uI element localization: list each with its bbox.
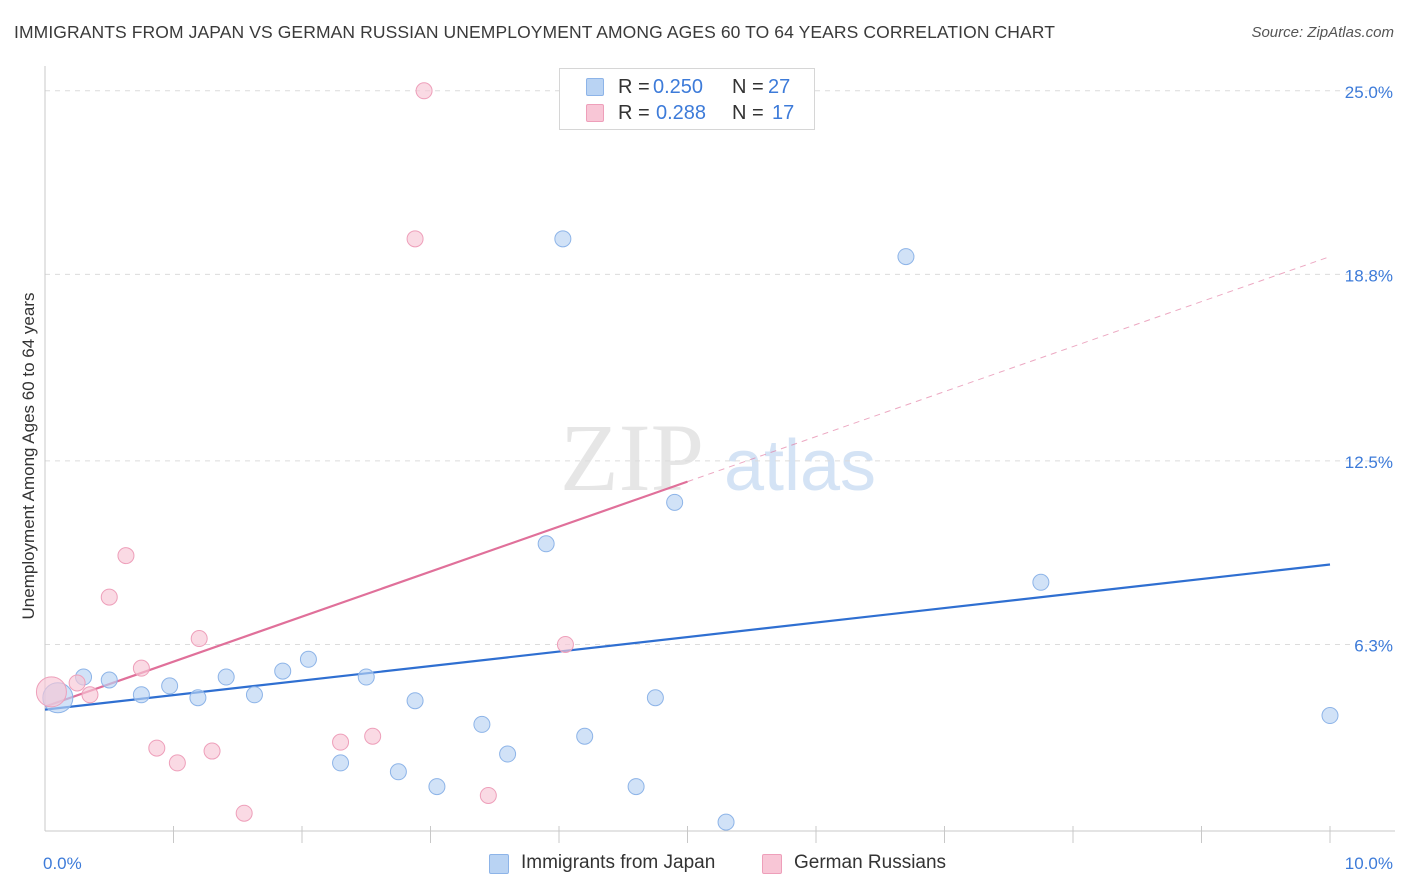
- trend-lines: [44, 256, 1331, 711]
- point-japan: [627, 778, 645, 796]
- source-label: Source: ZipAtlas.com: [1251, 24, 1394, 41]
- point-japan: [299, 650, 317, 668]
- point-german-russian: [235, 804, 253, 822]
- point-japan: [1321, 707, 1339, 725]
- point-german-russian: [68, 674, 86, 692]
- point-japan: [897, 248, 915, 266]
- point-japan: [666, 493, 684, 511]
- point-german-russian: [415, 82, 433, 100]
- point-german-russian: [332, 733, 350, 751]
- y-tick-label: 18.8%: [1345, 266, 1393, 285]
- point-japan: [473, 715, 491, 733]
- point-japan: [332, 754, 350, 772]
- legend-swatch-blue: [489, 854, 509, 874]
- y-tick-label: 6.3%: [1354, 636, 1393, 655]
- legend-n-value: 27: [768, 76, 791, 98]
- legend-n-label: N =: [732, 102, 764, 124]
- point-japan: [499, 745, 517, 763]
- x-tick-label-min: 0.0%: [43, 854, 82, 873]
- point-german-russian: [81, 686, 99, 704]
- point-japan: [428, 778, 446, 796]
- legend-label: German Russians: [794, 852, 947, 873]
- y-axis-label: Unemployment Among Ages 60 to 64 years: [19, 292, 38, 620]
- point-german-russian: [203, 742, 221, 760]
- point-german-russian: [100, 588, 118, 606]
- point-japan: [132, 686, 150, 704]
- tick-labels: 6.3% 12.5% 18.8% 25.0% 0.0% 10.0%: [43, 83, 1393, 873]
- legend-label: Immigrants from Japan: [521, 852, 716, 873]
- point-german-russian: [148, 739, 166, 757]
- legend-r-label: R =: [618, 102, 650, 124]
- watermark-atlas: atlas: [724, 426, 876, 506]
- legend-swatch-pink: [762, 854, 782, 874]
- trend-line-japan: [44, 563, 1331, 711]
- chart-title: IMMIGRANTS FROM JAPAN VS GERMAN RUSSIAN …: [14, 22, 1056, 42]
- point-german-russian: [406, 230, 424, 248]
- point-japan: [245, 686, 263, 704]
- point-german-russian: [117, 547, 135, 565]
- legend-r-label: R =: [618, 76, 650, 98]
- point-japan: [537, 535, 555, 553]
- point-japan: [554, 230, 572, 248]
- legend-r-value: 0.288: [656, 102, 707, 124]
- y-tick-label: 25.0%: [1345, 83, 1393, 102]
- point-german-russian: [479, 786, 497, 804]
- x-tick-label-max: 10.0%: [1345, 854, 1393, 873]
- point-german-russian: [168, 754, 186, 772]
- point-german-russian: [35, 676, 67, 708]
- point-japan: [646, 689, 664, 707]
- point-german-russian: [132, 659, 150, 677]
- point-japan: [161, 677, 179, 695]
- point-japan: [100, 671, 118, 689]
- legend-r-value: 0.250: [653, 76, 704, 98]
- point-japan: [189, 689, 207, 707]
- trend-line-german-russian: [44, 480, 688, 708]
- legend-swatch-blue: [586, 78, 604, 96]
- point-japan: [217, 668, 235, 686]
- legend-n-label: N =: [732, 76, 764, 98]
- correlation-legend: R = 0.250 N = 27 R = 0.288 N = 17: [559, 68, 815, 130]
- point-japan: [357, 668, 375, 686]
- trend-line-dashed-german-russian: [687, 256, 1331, 483]
- axes: [44, 66, 1395, 843]
- point-german-russian: [556, 635, 574, 653]
- watermark-zip: ZIP: [560, 404, 704, 511]
- gridlines: [45, 90, 1395, 645]
- point-japan: [1032, 573, 1050, 591]
- legend-n-value: 17: [772, 102, 795, 124]
- point-japan: [406, 692, 424, 710]
- legend-swatch-pink: [586, 104, 604, 122]
- point-japan: [389, 763, 407, 781]
- point-japan: [274, 662, 292, 680]
- point-german-russian: [364, 727, 382, 745]
- point-japan: [717, 813, 735, 831]
- point-japan: [576, 727, 594, 745]
- point-german-russian: [190, 630, 208, 648]
- data-points: [35, 82, 1339, 831]
- y-tick-label: 12.5%: [1345, 453, 1393, 472]
